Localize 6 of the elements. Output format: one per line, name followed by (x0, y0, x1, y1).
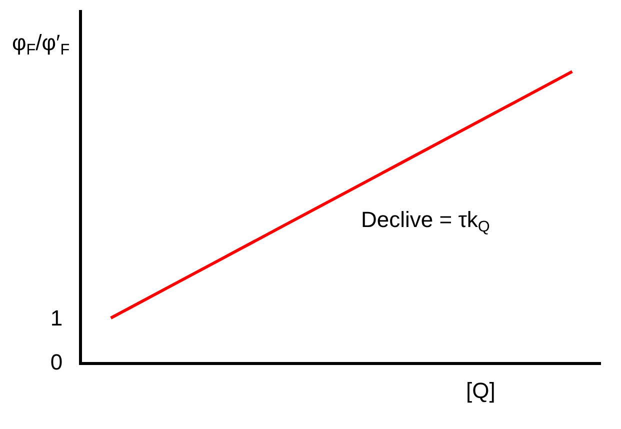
y-tick-label: 0 (50, 350, 63, 375)
line-series (109, 70, 574, 320)
x-axis-title: [Q] (466, 378, 496, 403)
y-tick-label: 1 (50, 306, 63, 331)
y-axis-title: φ$_{F}$/φ′$_{F}$ (12, 30, 70, 59)
annotation: Declive = τk$_{Q}$ (361, 207, 490, 236)
